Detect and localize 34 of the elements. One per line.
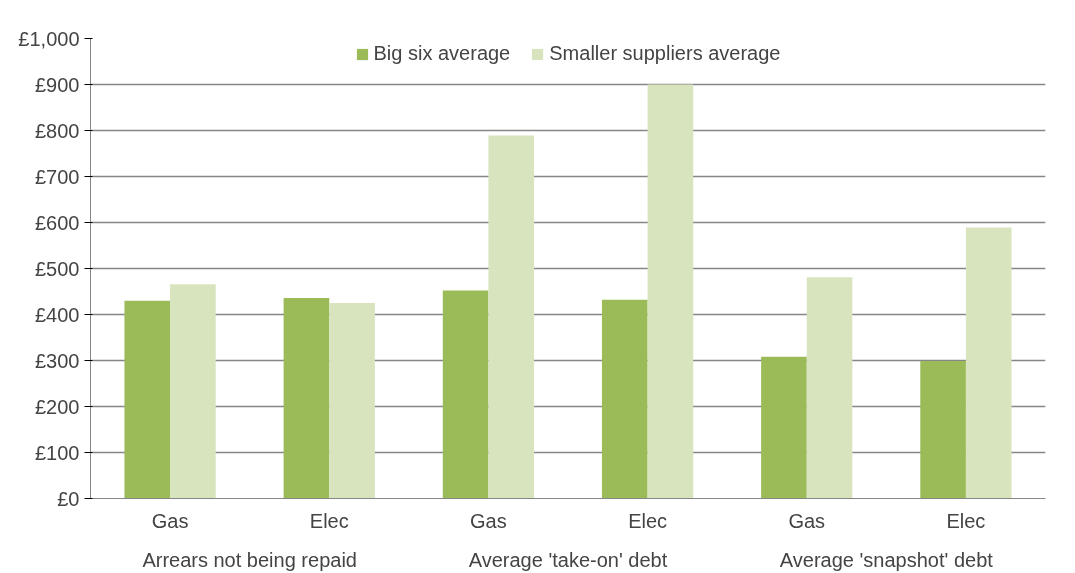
bar — [965, 227, 1012, 499]
legend-label: Smaller suppliers average — [549, 42, 781, 65]
x-tick-label: Gas — [151, 509, 189, 532]
y-tick-label: £400 — [35, 303, 80, 326]
bar — [442, 290, 489, 499]
bar — [647, 84, 694, 499]
y-tick-label: £200 — [35, 395, 80, 418]
x-tick-label: Elec — [309, 509, 349, 532]
bar — [601, 299, 648, 499]
y-tick-label: £700 — [35, 165, 80, 188]
x-tick-label: Gas — [470, 509, 507, 532]
y-tick-label: £1,000 — [18, 27, 80, 50]
x-tick-label: Gas — [788, 509, 826, 532]
y-tick-label: £0 — [57, 487, 80, 510]
bar — [488, 135, 535, 499]
y-tick-label: £900 — [35, 73, 80, 96]
bar — [170, 284, 216, 499]
x-tick-label: Elec — [946, 509, 986, 532]
y-tick-label: £500 — [35, 257, 80, 280]
bar — [329, 303, 375, 499]
text: Average 'take-on' debt — [468, 548, 668, 571]
y-tick-label: £600 — [35, 211, 80, 234]
text: Average 'snapshot' debt — [779, 548, 994, 571]
y-tick-label: £300 — [35, 349, 80, 372]
y-tick-label: £100 — [35, 441, 80, 464]
legend-label: Big six average — [373, 42, 511, 65]
x-tick-label: Elec — [628, 509, 668, 532]
bar — [124, 300, 171, 499]
bar — [283, 297, 330, 499]
bar — [920, 360, 966, 499]
bar — [761, 356, 807, 499]
y-tick-label: £800 — [35, 119, 80, 142]
text: Arrears not being repaid — [142, 548, 357, 571]
bar — [806, 277, 853, 499]
